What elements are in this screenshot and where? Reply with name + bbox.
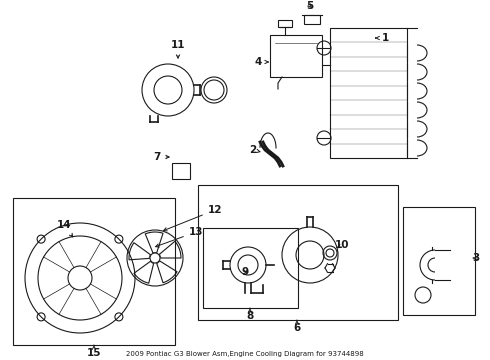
- Text: 2009 Pontiac G3 Blower Asm,Engine Cooling Diagram for 93744898: 2009 Pontiac G3 Blower Asm,Engine Coolin…: [126, 351, 364, 357]
- Text: 10: 10: [335, 240, 349, 250]
- Bar: [403, 207, 475, 315]
- Text: 2: 2: [249, 145, 260, 155]
- Text: 3: 3: [472, 253, 480, 263]
- Text: 9: 9: [242, 267, 248, 277]
- Bar: [203, 228, 298, 308]
- Bar: [304, 15, 320, 24]
- Text: 11: 11: [171, 40, 185, 58]
- Text: 6: 6: [294, 320, 301, 333]
- Bar: [172, 163, 190, 179]
- Bar: [270, 35, 322, 77]
- Text: 13: 13: [156, 227, 203, 247]
- Bar: [330, 28, 407, 158]
- Text: 1: 1: [376, 33, 389, 43]
- Bar: [278, 20, 292, 27]
- Bar: [13, 198, 175, 345]
- Text: 4: 4: [254, 57, 268, 67]
- Text: 14: 14: [57, 220, 73, 237]
- Text: 7: 7: [153, 152, 169, 162]
- Text: 12: 12: [164, 205, 222, 231]
- Bar: [198, 185, 398, 320]
- Text: 8: 8: [246, 308, 254, 321]
- Text: 5: 5: [306, 1, 314, 11]
- Text: 15: 15: [87, 345, 101, 358]
